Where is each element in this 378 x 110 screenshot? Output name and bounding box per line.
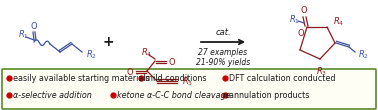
Text: 2: 2 <box>91 53 95 59</box>
Text: O: O <box>31 21 37 30</box>
Text: 1: 1 <box>24 34 27 38</box>
Text: 1: 1 <box>295 18 298 24</box>
Text: easily available starting materials: easily available starting materials <box>13 73 150 82</box>
Text: 21-90% yields: 21-90% yields <box>196 58 250 67</box>
Text: R: R <box>359 50 365 59</box>
Text: R: R <box>87 50 93 59</box>
Text: O: O <box>169 58 175 67</box>
Text: 4: 4 <box>147 51 150 57</box>
Text: R: R <box>183 76 189 85</box>
Text: R: R <box>317 67 323 75</box>
Text: O: O <box>297 29 304 38</box>
Text: mild conditions: mild conditions <box>145 73 206 82</box>
Text: +: + <box>102 35 114 49</box>
Text: 2: 2 <box>364 53 367 59</box>
Text: ketone α-C-C bond cleavage: ketone α-C-C bond cleavage <box>117 91 231 100</box>
Text: R: R <box>334 16 340 26</box>
Text: R: R <box>19 29 25 38</box>
Text: cat.: cat. <box>215 28 231 37</box>
Text: 3: 3 <box>187 81 191 85</box>
Text: DFT calculation conducted: DFT calculation conducted <box>229 73 336 82</box>
Text: 27 examples: 27 examples <box>198 48 248 57</box>
Text: R: R <box>142 48 148 57</box>
Text: 4: 4 <box>339 20 342 26</box>
Text: 3: 3 <box>322 71 325 75</box>
Text: α-selective addition: α-selective addition <box>13 91 92 100</box>
Text: O: O <box>301 6 307 15</box>
FancyBboxPatch shape <box>2 69 376 109</box>
Text: O: O <box>127 68 133 76</box>
Text: annulation products: annulation products <box>229 91 309 100</box>
Text: R: R <box>290 15 296 24</box>
